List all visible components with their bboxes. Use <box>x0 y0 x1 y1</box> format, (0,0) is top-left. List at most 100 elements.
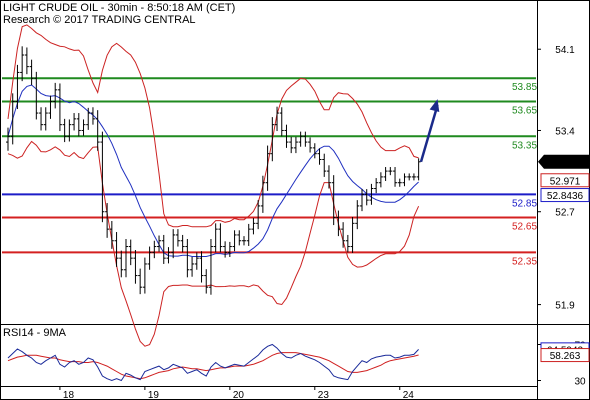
price-bar <box>175 229 180 247</box>
price-bar <box>246 223 251 246</box>
price-bar <box>194 252 199 270</box>
price-bar <box>350 216 355 253</box>
price-bar <box>62 118 67 143</box>
price-bar <box>185 239 190 278</box>
price-panel: 53.85 53.65 53.35 52.85 52.65 52.35 <box>2 24 537 347</box>
price-bar <box>128 239 133 266</box>
price-bar <box>355 200 360 230</box>
price-bar <box>53 82 58 109</box>
price-bar <box>260 175 265 213</box>
price-bar <box>393 167 398 187</box>
price-badge-red <box>540 348 590 363</box>
price-bar <box>124 239 128 278</box>
bollinger-lower-line <box>7 140 420 347</box>
price-bar <box>72 113 77 131</box>
forecast-arrow-shaft <box>419 104 439 163</box>
time-tick-label: 18 <box>63 390 75 400</box>
price-bar <box>378 172 383 188</box>
price-badge-red <box>540 173 590 188</box>
price-bar <box>416 158 421 181</box>
price-bar <box>39 107 44 131</box>
price-tick-label: 54.1 <box>555 45 575 56</box>
price-bar <box>336 210 341 237</box>
level-label-52.85: 52.85 <box>512 198 537 209</box>
price-bar <box>15 64 20 109</box>
moving-average-line <box>7 84 419 257</box>
price-tick-label: 53.4 <box>555 126 575 137</box>
price-tick-label: 51.9 <box>555 301 575 312</box>
rsi-title: RSI14 - 9MA <box>3 327 67 339</box>
price-badge-blue <box>540 188 590 203</box>
price-bar <box>289 136 294 154</box>
price-bar <box>331 175 336 226</box>
price-bar <box>312 143 317 159</box>
price-badge-label-blue: 52.8436 <box>547 191 584 202</box>
price-bar <box>199 251 204 283</box>
rsi-ma-line <box>7 352 419 380</box>
price-bar <box>166 247 171 264</box>
price-bar <box>298 131 303 147</box>
time-tick-label: 24 <box>403 390 415 400</box>
price-bar <box>275 106 280 132</box>
price-bar <box>67 119 72 142</box>
price-bar <box>10 93 15 145</box>
time-tick-label: 20 <box>233 390 245 400</box>
price-badge-label-red: 58.263 <box>550 351 581 362</box>
price-bar <box>138 268 143 295</box>
price-bar <box>24 47 29 75</box>
price-bar <box>218 223 223 253</box>
level-label-52.65: 52.65 <box>512 222 537 233</box>
price-bar <box>34 71 39 120</box>
price-bar <box>317 148 322 165</box>
price-bar <box>157 235 162 252</box>
price-bar <box>208 239 213 295</box>
price-bar <box>86 107 91 130</box>
price-bar <box>227 241 232 257</box>
price-bar <box>95 110 100 151</box>
price-bar <box>237 230 242 246</box>
price-bar <box>152 240 157 259</box>
price-bar <box>341 222 346 248</box>
rsi-panel <box>7 343 419 382</box>
price-bar <box>114 232 119 267</box>
level-label-53.85: 53.85 <box>512 82 537 93</box>
price-bar <box>303 131 308 147</box>
price-bar <box>81 119 86 136</box>
chart-title: LIGHT CRUDE OIL - 30min - 8:50:18 AM (CE… <box>3 2 235 14</box>
price-bar <box>213 223 218 253</box>
price-tick-label: 52.7 <box>555 208 575 219</box>
price-bar <box>20 46 25 82</box>
price-bar <box>369 183 374 205</box>
price-bar <box>204 269 209 294</box>
price-bar <box>90 107 95 125</box>
price-bar <box>402 173 407 187</box>
rsi-line <box>7 343 419 382</box>
level-label-53.35: 53.35 <box>512 140 537 151</box>
price-bar <box>360 189 364 212</box>
price-bar <box>147 246 152 270</box>
rsi-tick-label: 30 <box>574 377 586 388</box>
chart-credit: Research © 2017 TRADING CENTRAL <box>3 14 196 26</box>
price-bar <box>388 167 393 176</box>
price-bar <box>109 221 114 249</box>
price-bar <box>43 107 48 131</box>
price-bar <box>322 153 327 177</box>
price-bar <box>411 173 416 181</box>
current-price-badge <box>538 154 589 169</box>
price-bar <box>180 234 185 253</box>
price-bar <box>100 131 105 223</box>
price-bar <box>105 203 110 238</box>
time-tick-label: 19 <box>148 390 160 400</box>
price-bar <box>279 107 284 137</box>
price-bar <box>48 95 53 119</box>
price-bar <box>345 234 350 253</box>
forecast-arrow-head <box>429 99 440 113</box>
level-label-52.35: 52.35 <box>512 256 537 267</box>
price-bar <box>270 117 275 162</box>
price-bar <box>256 200 261 230</box>
price-bar <box>242 236 246 246</box>
price-bar <box>293 136 298 154</box>
bollinger-upper-line <box>7 24 419 228</box>
price-bar <box>251 218 256 235</box>
